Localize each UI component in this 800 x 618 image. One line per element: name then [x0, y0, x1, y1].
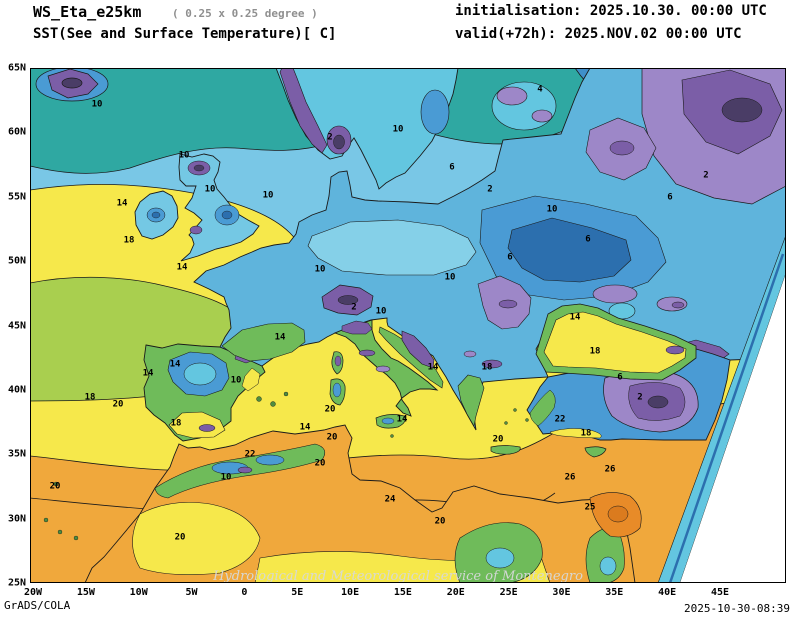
plot-frame — [30, 68, 786, 583]
black-sea — [535, 302, 697, 381]
watermark-text: Hydrological and Meteorological service … — [212, 569, 583, 583]
lon-tick-label: 5E — [291, 587, 304, 598]
lon-tick-label: 45E — [710, 587, 730, 598]
lon-tick-label: 25E — [499, 587, 518, 598]
lon-tick-label: 5W — [185, 587, 198, 598]
iceland — [35, 68, 109, 102]
lat-tick-label: 30N — [7, 513, 26, 525]
lon-tick-label: 15E — [393, 587, 412, 598]
great-britain — [178, 153, 260, 262]
lat-tick-label: 55N — [7, 191, 26, 203]
lon-tick-label: 30E — [552, 587, 571, 598]
lon-tick-label: 20W — [23, 587, 43, 598]
lon-tick-label: 10E — [341, 587, 360, 598]
valid-time: valid(+72h): 2025.NOV.02 00:00 UTC — [455, 26, 742, 42]
ireland — [134, 190, 179, 240]
lat-tick-label: 50N — [7, 255, 26, 267]
lat-tick-label: 60N — [7, 126, 26, 138]
lon-tick-label: 20E — [446, 587, 465, 598]
out-of-domain-area — [680, 273, 786, 583]
finland — [491, 81, 557, 131]
lon-tick-label: 35E — [605, 587, 624, 598]
domain-edge-line — [668, 253, 785, 583]
grads-credit: GrADS/COLA — [4, 599, 71, 612]
scandinavia — [275, 68, 459, 190]
model-name: WS_Eta_e25km — [33, 3, 142, 21]
creation-timestamp: 2025-10-30-08:39 — [684, 602, 790, 615]
italy — [333, 319, 439, 417]
lat-tick-label: 35N — [7, 448, 26, 460]
iberia — [143, 343, 266, 442]
mainland-europe — [193, 68, 786, 431]
lat-tick-label: 25N — [7, 577, 26, 589]
lon-axis: 20W 15W 10W 5W 0 5E 10E 15E 20E 25E 30E 35E 40E 45E — [0, 587, 800, 601]
lat-tick-label: 40N — [7, 384, 26, 396]
domain-edge-strip — [657, 234, 786, 583]
sst-contour-map: Hydrological and Meteorological service … — [30, 68, 786, 583]
lon-tick-label: 10W — [129, 587, 148, 598]
lat-tick-label: 45N — [7, 320, 26, 331]
lat-axis: 65N 60N 55N 50N 45N 40N 35N 30N 25N — [0, 0, 28, 618]
lon-tick-label: 15W — [76, 587, 95, 598]
lon-tick-label: 40E — [658, 587, 677, 598]
map-canvas: Hydrological and Meteorological service … — [30, 68, 786, 583]
lat-tick-label: 65N — [7, 62, 26, 74]
north-africa — [84, 424, 642, 583]
grid-resolution: ( 0.25 x 0.25 degree ) — [172, 7, 318, 20]
lon-tick-label: 0 — [241, 587, 248, 598]
init-time: initialisation: 2025.10.30. 00:00 UTC — [455, 3, 767, 19]
field-title: SST(See and Surface Temperature)[ C] — [33, 26, 337, 42]
mediterranean-islands — [43, 351, 607, 541]
